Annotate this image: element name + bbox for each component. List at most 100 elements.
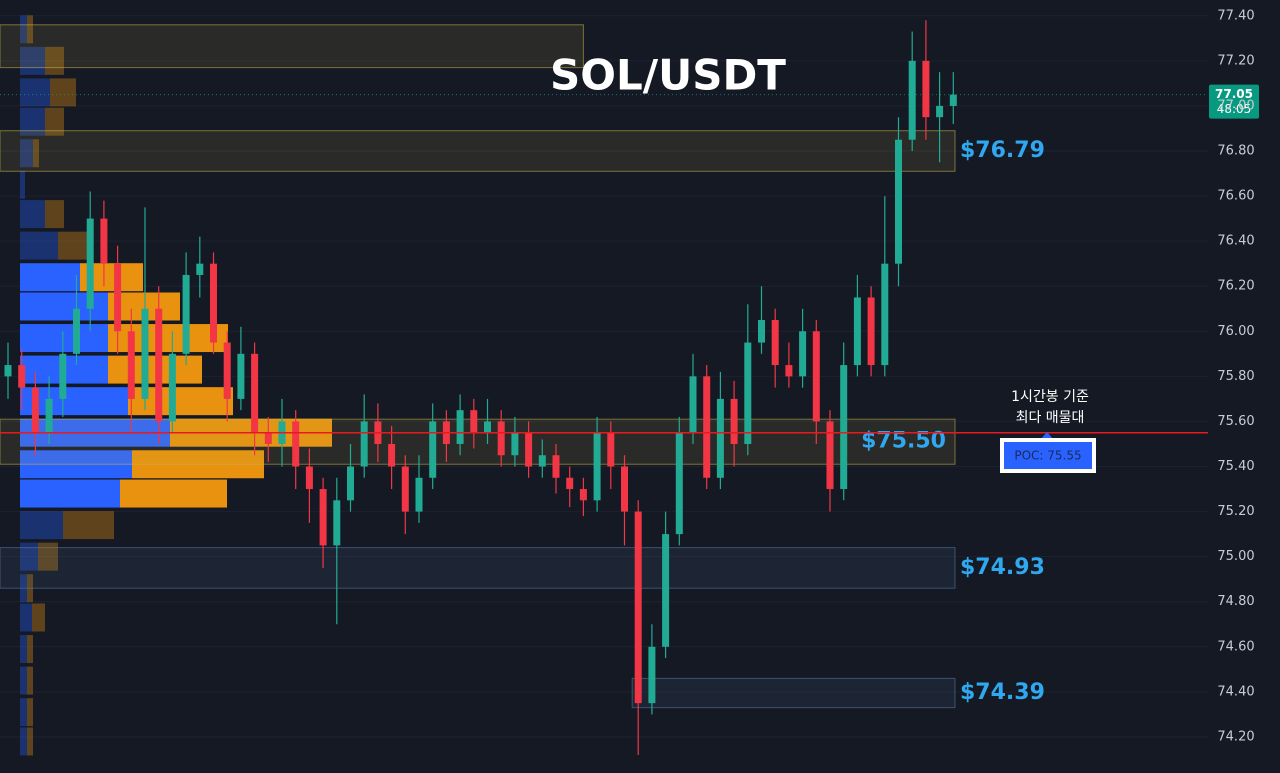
y-tick-label: 76.20 bbox=[1217, 279, 1254, 294]
candle-body bbox=[840, 365, 848, 490]
candle-body bbox=[347, 466, 354, 501]
candle-body bbox=[415, 477, 423, 512]
candle-body bbox=[511, 432, 519, 456]
candle-body bbox=[799, 331, 807, 377]
profile-buy bbox=[20, 263, 80, 292]
candle-body bbox=[45, 398, 53, 433]
profile-sell bbox=[27, 698, 33, 727]
profile-buy bbox=[20, 46, 45, 75]
candle-body bbox=[895, 139, 902, 264]
y-tick-label: 75.80 bbox=[1217, 369, 1254, 384]
candle-body bbox=[730, 398, 738, 444]
profile-buy bbox=[20, 170, 25, 199]
candle-body bbox=[100, 218, 108, 264]
candle-body bbox=[566, 477, 574, 490]
profile-buy bbox=[20, 78, 50, 107]
candle-body bbox=[127, 331, 135, 399]
profile-buy bbox=[20, 542, 38, 571]
candle-body bbox=[758, 320, 765, 343]
candle-body bbox=[114, 263, 122, 332]
zone bbox=[0, 24, 584, 69]
profile-sell bbox=[27, 727, 33, 756]
zone bbox=[0, 130, 956, 172]
candle-body bbox=[86, 218, 94, 309]
candle-body bbox=[59, 353, 67, 399]
profile-sell bbox=[58, 231, 90, 260]
candle-body bbox=[621, 466, 628, 512]
candle-body bbox=[607, 432, 615, 467]
poc-note: 최다 매물대 bbox=[1016, 410, 1085, 426]
zone-label: $74.93 bbox=[960, 555, 1045, 580]
y-tick-label: 76.00 bbox=[1217, 324, 1254, 339]
candle-body bbox=[251, 353, 259, 433]
candle-body bbox=[634, 511, 642, 704]
profile-sell bbox=[108, 355, 202, 384]
candle-body bbox=[826, 421, 834, 490]
profile-buy bbox=[20, 200, 45, 229]
profile-buy bbox=[20, 727, 27, 756]
profile-buy bbox=[20, 292, 108, 321]
candle-body bbox=[210, 263, 217, 343]
price-countdown: 48:05 bbox=[1217, 102, 1252, 116]
y-tick-label: 77.00 bbox=[1217, 98, 1254, 113]
price-tag bbox=[1209, 84, 1259, 119]
candle-body bbox=[31, 387, 39, 433]
profile-buy bbox=[20, 603, 32, 632]
candle-body bbox=[155, 308, 163, 422]
profile-buy bbox=[20, 15, 27, 44]
candle-body bbox=[771, 320, 779, 366]
profile-buy bbox=[20, 324, 108, 353]
y-tick-label: 76.40 bbox=[1217, 234, 1254, 249]
candle-body bbox=[237, 353, 245, 399]
y-tick-label: 77.40 bbox=[1217, 8, 1254, 23]
candle-body bbox=[853, 297, 861, 366]
profile-buy bbox=[20, 231, 58, 260]
candle-body bbox=[538, 455, 546, 467]
candle-body bbox=[484, 421, 491, 433]
profile-buy bbox=[20, 698, 27, 727]
profile-buy bbox=[20, 479, 120, 508]
candle-body bbox=[662, 534, 670, 647]
profile-buy bbox=[20, 511, 63, 540]
zone bbox=[0, 418, 956, 465]
profile-sell bbox=[33, 139, 39, 168]
candle-body bbox=[429, 421, 437, 478]
y-tick-label: 76.60 bbox=[1217, 189, 1254, 204]
candle-body bbox=[196, 263, 204, 275]
candle-body bbox=[141, 308, 149, 399]
profile-sell bbox=[27, 635, 33, 664]
candle-body bbox=[319, 489, 327, 546]
candle-body bbox=[881, 263, 889, 366]
y-tick-label: 74.60 bbox=[1217, 639, 1254, 654]
y-tick-label: 75.20 bbox=[1217, 504, 1254, 519]
candle-body bbox=[470, 410, 478, 433]
profile-sell bbox=[32, 603, 45, 632]
candle-body bbox=[675, 432, 683, 535]
candle-body bbox=[18, 365, 26, 388]
y-tick-label: 75.60 bbox=[1217, 414, 1254, 429]
candle-body bbox=[812, 331, 820, 422]
candle-body bbox=[648, 646, 656, 704]
candle-body bbox=[867, 297, 875, 366]
chart-title: SOL/USDT bbox=[550, 51, 786, 100]
poc-box bbox=[1000, 438, 1096, 473]
candle-body bbox=[525, 432, 533, 467]
price-tag-value: 77.05 bbox=[1215, 87, 1253, 101]
profile-buy bbox=[20, 666, 27, 695]
y-tick-label: 74.20 bbox=[1217, 729, 1254, 744]
candle-body bbox=[716, 398, 724, 478]
candle-body bbox=[922, 60, 930, 118]
candle-body bbox=[4, 365, 12, 377]
profile-sell bbox=[45, 200, 64, 229]
candle-body bbox=[333, 500, 341, 546]
profile-buy bbox=[20, 139, 33, 168]
y-tick-label: 75.00 bbox=[1217, 549, 1254, 564]
profile-sell bbox=[45, 107, 64, 136]
poc-note: 1시간봉 기준 bbox=[1011, 389, 1089, 405]
profile-sell bbox=[27, 15, 33, 44]
candle-body bbox=[292, 421, 300, 467]
candle-body bbox=[360, 421, 368, 467]
candle-body bbox=[264, 432, 272, 444]
zone-label: $76.79 bbox=[960, 138, 1045, 163]
